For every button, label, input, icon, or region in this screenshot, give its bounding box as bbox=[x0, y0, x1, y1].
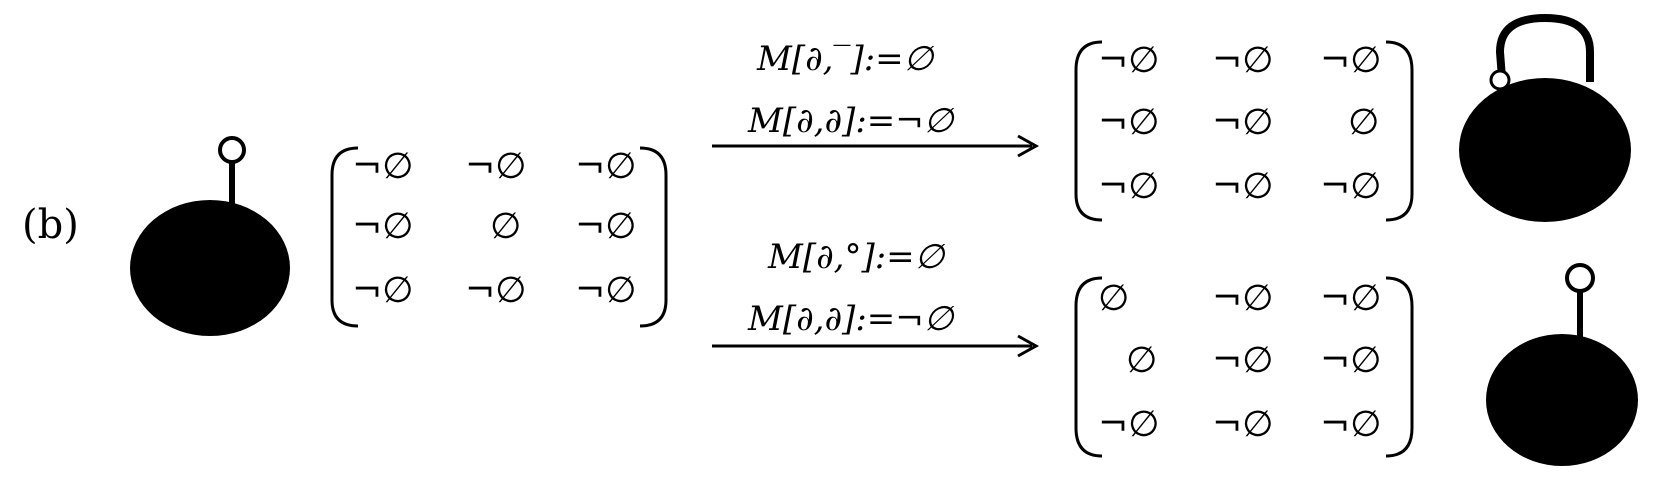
lower-cell: ¬∅ bbox=[1212, 340, 1274, 381]
upper-rule-1: M[∂,‾]:=∅ bbox=[756, 39, 935, 79]
left-ball bbox=[130, 200, 290, 336]
input-cell: ¬∅ bbox=[575, 270, 637, 311]
upper-matrix-right-bracket bbox=[1385, 40, 1414, 222]
upper-cell: ∅ bbox=[1348, 102, 1379, 143]
lower-cell: ¬∅ bbox=[1098, 404, 1160, 445]
lower-cell: ∅ bbox=[1126, 340, 1157, 381]
left-ball-with-stick bbox=[130, 136, 290, 336]
input-cell: ¬∅ bbox=[575, 146, 637, 187]
input-cell: ¬∅ bbox=[465, 146, 527, 187]
lower-matrix-right-bracket bbox=[1385, 276, 1414, 458]
upper-cell: ¬∅ bbox=[1098, 40, 1160, 81]
lower-matrix-left-bracket bbox=[1074, 276, 1103, 458]
upper-cell: ¬∅ bbox=[1098, 166, 1160, 207]
upper-matrix-left-bracket bbox=[1074, 40, 1103, 222]
upper-cell: ¬∅ bbox=[1212, 166, 1274, 207]
upper-result-matrix: ¬∅ ¬∅ ¬∅ ¬∅ ¬∅ ∅ ¬∅ ¬∅ ¬∅ bbox=[1074, 40, 1414, 222]
upper-cell: ¬∅ bbox=[1212, 40, 1274, 81]
input-cell: ¬∅ bbox=[352, 270, 414, 311]
lower-arrow-head bbox=[1017, 334, 1040, 358]
upper-branch-rules: M[∂,‾]:=∅ M[∂,∂]:=¬∅ bbox=[712, 39, 1040, 158]
left-stick-ring bbox=[218, 136, 246, 164]
lower-ball-with-stick bbox=[1486, 263, 1638, 466]
lower-cell: ¬∅ bbox=[1320, 278, 1382, 319]
lower-cell: ∅ bbox=[1098, 278, 1129, 319]
lower-stick-ring bbox=[1565, 263, 1595, 293]
input-cell: ∅ bbox=[490, 206, 521, 247]
input-matrix-right-bracket bbox=[639, 146, 668, 328]
lower-cell: ¬∅ bbox=[1320, 404, 1382, 445]
input-cell: ¬∅ bbox=[575, 206, 637, 247]
lower-cell: ¬∅ bbox=[1212, 404, 1274, 445]
lower-result-matrix: ∅ ¬∅ ¬∅ ∅ ¬∅ ¬∅ ¬∅ ¬∅ ¬∅ bbox=[1074, 276, 1414, 458]
lower-cell: ¬∅ bbox=[1212, 278, 1274, 319]
panel-label: (b) bbox=[22, 202, 79, 248]
input-cell: ¬∅ bbox=[352, 206, 414, 247]
upper-cell: ¬∅ bbox=[1320, 40, 1382, 81]
upper-ball-with-handle bbox=[1459, 13, 1631, 222]
upper-rule-2: M[∂,∂]:=¬∅ bbox=[747, 101, 955, 141]
input-matrix-left-bracket bbox=[330, 146, 359, 328]
upper-cell: ¬∅ bbox=[1098, 102, 1160, 143]
upper-cell: ¬∅ bbox=[1320, 166, 1382, 207]
input-cell: ¬∅ bbox=[465, 270, 527, 311]
lower-branch-rules: M[∂,°]:=∅ M[∂,∂]:=¬∅ bbox=[712, 237, 1040, 358]
input-cell: ¬∅ bbox=[352, 146, 414, 187]
input-matrix: ¬∅ ¬∅ ¬∅ ¬∅ ∅ ¬∅ ¬∅ ¬∅ ¬∅ bbox=[330, 146, 668, 328]
upper-ball bbox=[1459, 78, 1631, 222]
upper-handle-loop bbox=[1495, 13, 1594, 82]
lower-ball bbox=[1486, 334, 1638, 466]
upper-cell: ¬∅ bbox=[1212, 102, 1274, 143]
lower-rule-1: M[∂,°]:=∅ bbox=[767, 237, 946, 277]
lower-rule-2: M[∂,∂]:=¬∅ bbox=[747, 299, 955, 339]
lower-cell: ¬∅ bbox=[1320, 340, 1382, 381]
upper-arrow-head bbox=[1017, 134, 1040, 158]
